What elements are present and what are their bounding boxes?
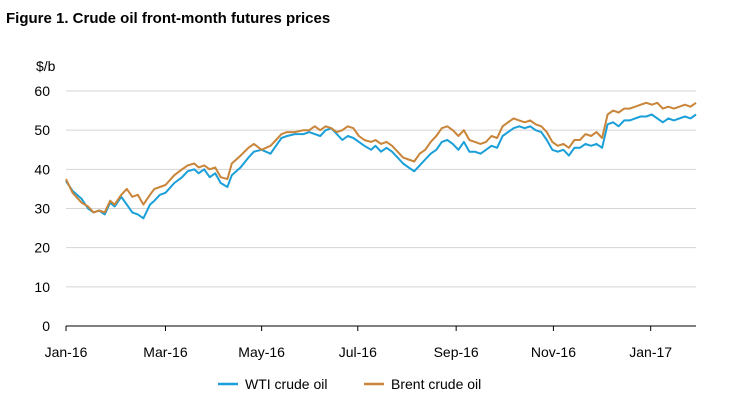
y-tick-label: 50 bbox=[34, 122, 50, 138]
x-tick-label: Jul-16 bbox=[339, 344, 377, 360]
series-line-brent bbox=[65, 101, 697, 214]
series-lines bbox=[65, 101, 697, 220]
y-tick-label: 40 bbox=[34, 161, 50, 177]
series-line-wti bbox=[65, 113, 697, 220]
legend-label: WTI crude oil bbox=[245, 376, 327, 392]
gridlines bbox=[66, 90, 696, 288]
x-tick-label: May-16 bbox=[238, 344, 285, 360]
y-tick-label: 30 bbox=[34, 201, 50, 217]
x-tick-label: Jan-16 bbox=[45, 344, 88, 360]
x-axis: Jan-16 Mar-16 May-16 Jul-16 Sep-16 Nov-16 Jan-… bbox=[45, 325, 696, 360]
x-tick-label: Jan-17 bbox=[629, 344, 672, 360]
chart-title: Figure 1. Crude oil front-month futures … bbox=[6, 10, 331, 27]
y-tick-label: 60 bbox=[34, 83, 50, 99]
x-tick-label: Sep-16 bbox=[434, 344, 479, 360]
y-tick-label: 0 bbox=[42, 318, 50, 334]
legend-label: Brent crude oil bbox=[391, 376, 481, 392]
y-tick-label: 10 bbox=[34, 279, 50, 295]
y-axis-ticks: 0 10 20 30 40 50 60 bbox=[34, 83, 50, 334]
x-tick-label: Nov-16 bbox=[531, 344, 576, 360]
y-tick-label: 20 bbox=[34, 240, 50, 256]
x-tick-label: Mar-16 bbox=[143, 344, 188, 360]
y-axis-unit-label: $/b bbox=[36, 58, 56, 74]
legend: WTI crude oil Brent crude oil bbox=[218, 376, 481, 392]
